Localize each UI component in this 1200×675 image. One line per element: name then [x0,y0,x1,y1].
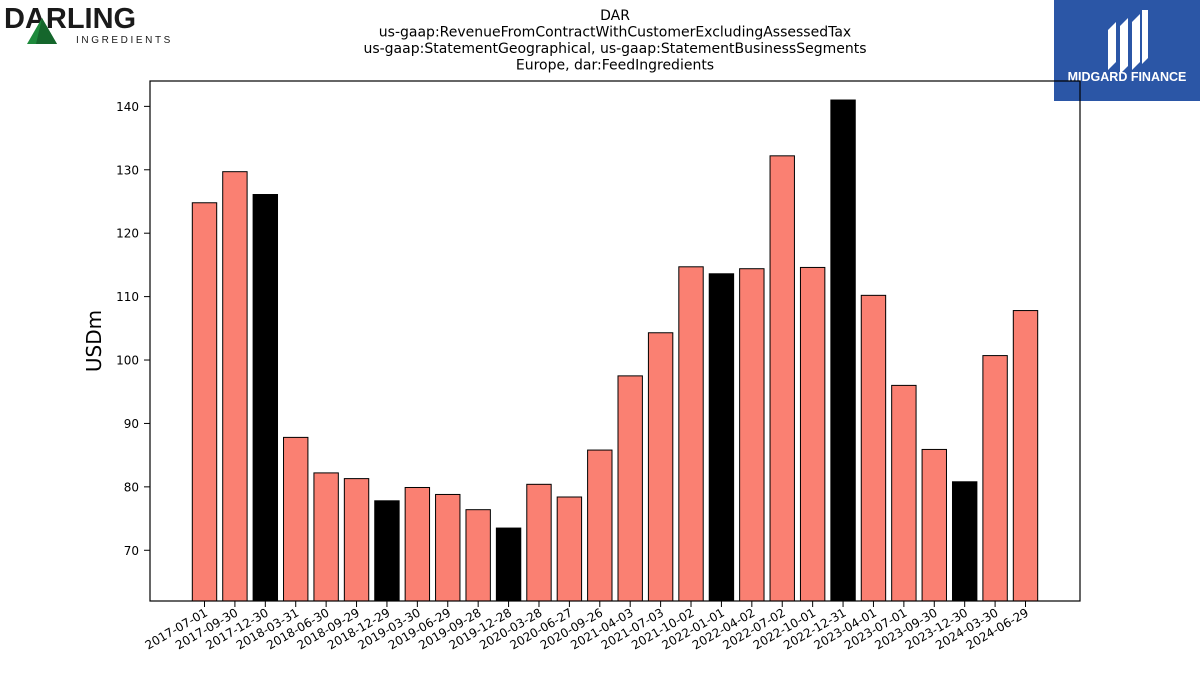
bar-highlighted [252,194,279,602]
logo-darling-wordmark: DARLING [4,3,136,35]
bar [1012,310,1039,602]
bar-highlighted [951,481,978,602]
bar [891,384,917,602]
bar [982,355,1008,602]
logo-midgard-wordmark: MIDGARD FINANCE [1068,70,1187,84]
bar [678,266,704,602]
chart-title-line: us-gaap:StatementGeographical, us-gaap:S… [363,41,866,57]
bar-highlighted [374,500,400,602]
darling-ingredients-logo: DARLING INGREDIENTS [4,3,173,46]
chart-title-line: Europe, dar:FeedIngredients [516,58,714,74]
chart-title-line: DAR [600,8,630,24]
bar [860,294,887,602]
y-tick-label: 100 [116,354,139,368]
bar [222,171,248,602]
bar [556,496,583,602]
bar [799,266,826,602]
y-tick-label: 120 [116,227,139,241]
bar [617,375,643,602]
bar [404,486,431,602]
y-tick-label: 70 [124,544,139,558]
bar [647,332,674,602]
bar-highlighted [830,99,856,602]
bar [769,155,795,602]
bar [435,493,461,602]
y-tick-label: 130 [116,163,139,177]
bar [283,436,309,602]
bar-highlighted [495,527,522,602]
chart-title: DARus-gaap:RevenueFromContractWithCustom… [363,8,866,74]
bar [921,448,947,602]
bar-highlighted [708,273,735,602]
bar [313,472,339,602]
chart-title-line: us-gaap:RevenueFromContractWithCustomerE… [379,25,851,41]
bar [739,268,765,602]
bar [191,202,218,602]
logo-triangle-shade-icon [36,18,57,44]
logo-ingredients-wordmark: INGREDIENTS [76,35,173,46]
bar [465,509,491,602]
midgard-finance-logo: MIDGARD FINANCE [1054,0,1200,101]
y-axis: 70 80 90 100 110 120 130 140 [116,100,150,558]
bar [587,449,613,602]
plot-frame [149,80,1081,602]
x-axis: 2017-07-012017-09-302017-12-302018-03-31… [143,601,1031,652]
y-axis-label: USDm [82,310,106,372]
bars [191,99,1039,602]
y-tick-label: 80 [124,480,139,494]
y-tick-label: 110 [116,290,139,304]
bar [526,483,552,602]
y-tick-label: 90 [124,417,139,431]
midgard-mark-icon: MIDGARD FINANCE [1068,10,1187,84]
y-tick-label: 140 [116,100,139,114]
bar [343,478,370,602]
